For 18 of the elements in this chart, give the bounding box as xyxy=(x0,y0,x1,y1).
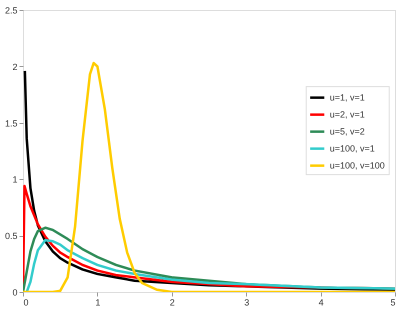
legend-label: u=5, v=2 xyxy=(330,126,365,137)
y-tick-label: 2.5 xyxy=(4,6,18,16)
legend-label: u=2, v=1 xyxy=(330,110,365,120)
x-tick-label: 0 xyxy=(24,298,29,308)
x-tick-label: 2 xyxy=(170,298,175,308)
y-tick-label: 0 xyxy=(12,288,18,298)
legend-label: u=1, v=1 xyxy=(330,92,365,103)
x-tick-label: 1 xyxy=(95,298,100,308)
legend-label: u=100, v=1 xyxy=(330,144,375,154)
x-tick-label: 4 xyxy=(318,298,324,308)
x-tick-label: 3 xyxy=(244,298,250,308)
y-tick-label: 2 xyxy=(12,62,18,72)
legend-label: u=100, v=100 xyxy=(330,160,385,171)
y-tick-label: 0.5 xyxy=(4,231,18,242)
y-tick-label: 1 xyxy=(12,174,18,185)
x-tick-label: 5 xyxy=(390,298,396,308)
y-tick-label: 1.5 xyxy=(4,118,18,128)
line-series xyxy=(25,238,395,292)
